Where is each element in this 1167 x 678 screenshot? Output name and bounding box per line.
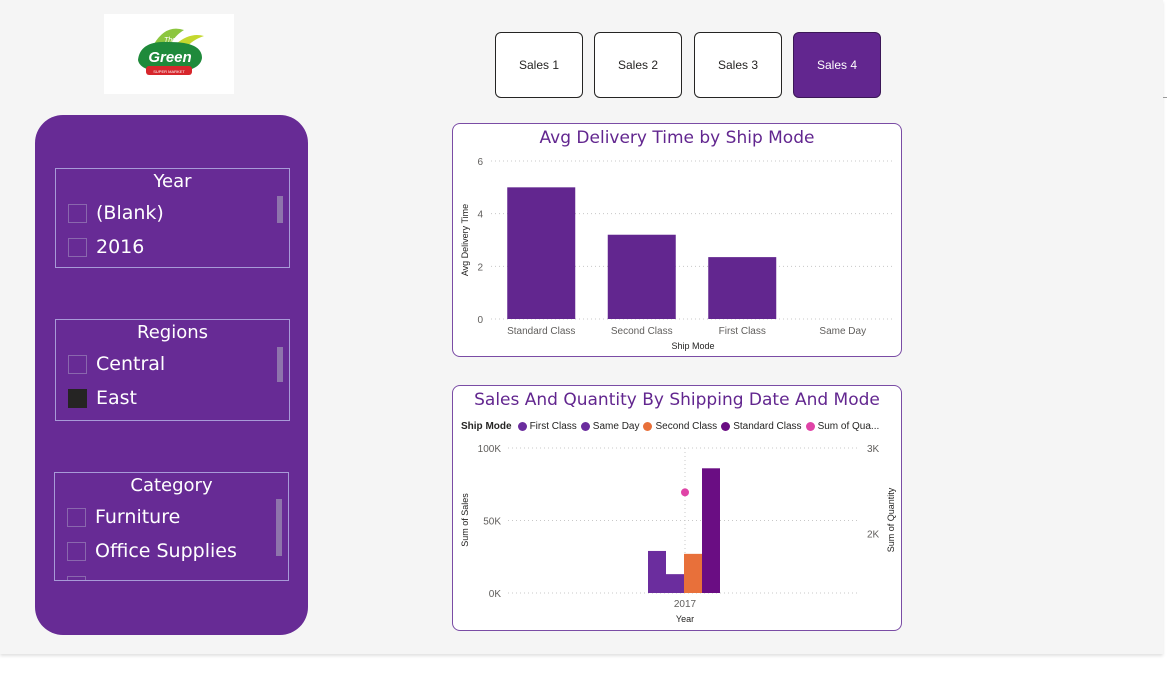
sales-quantity-chart: Sales And Quantity By Shipping Date And … — [452, 385, 902, 631]
option-label: 2016 — [96, 236, 145, 258]
y-tick-label: 2 — [477, 262, 483, 273]
category-option-partial[interactable] — [67, 572, 95, 580]
svg-text:The: The — [164, 37, 176, 44]
category-slicer: Category Furniture Office Supplies — [54, 472, 289, 581]
year-slicer-title: Year — [153, 171, 192, 192]
x-tick-label: Second Class — [611, 326, 673, 337]
bar-standard-class — [702, 468, 720, 593]
report-canvas: The Green SUPER MARKET Sales 1 Sales 2 S… — [35, 14, 1167, 635]
legend-title: Ship Mode — [461, 421, 512, 432]
legend-item-first-class[interactable]: First Class — [517, 421, 577, 432]
year-option-2016[interactable]: 2016 — [68, 234, 144, 260]
checkbox[interactable] — [67, 541, 86, 561]
legend-item-second-class[interactable]: Second Class — [643, 421, 717, 432]
legend-label: Second Class — [655, 421, 718, 432]
category-scrollbar[interactable] — [276, 499, 282, 556]
chart-title: Sales And Quantity By Shipping Date And … — [474, 390, 880, 410]
combo-chart: 0K 50K 100K 2K 3K 2017 Year Sum of Sales Sum of … — [460, 444, 896, 624]
y2-axis-label: Sum of Quantity — [886, 487, 896, 552]
checkbox[interactable] — [68, 237, 87, 257]
y-axis-label: Sum of Sales — [460, 493, 470, 547]
bar-second-class — [684, 553, 702, 593]
checkbox[interactable] — [68, 203, 87, 223]
avg-delivery-chart: Avg Delivery Time by Ship Mode 0 2 4 6 Stand… — [452, 123, 902, 357]
svg-text:Green: Green — [148, 49, 191, 66]
legend-item-same-day[interactable]: Same Day — [580, 421, 640, 432]
x-tick-label: Same Day — [819, 326, 866, 337]
y-tick-label: 0K — [489, 589, 502, 600]
region-option-central[interactable]: Central — [68, 351, 165, 377]
bar — [507, 187, 576, 319]
filter-panel: Year (Blank) 2016 Regions Central East — [35, 115, 308, 635]
legend-label: Sum of Qua... — [817, 421, 880, 432]
y-tick-label: 0 — [477, 315, 483, 326]
y-tick-label: 100K — [478, 444, 502, 455]
company-logo: The Green SUPER MARKET — [104, 14, 234, 94]
region-option-east[interactable]: East — [68, 385, 137, 411]
option-label: East — [96, 387, 137, 409]
x-tick-label: 2017 — [674, 599, 697, 610]
quantity-point — [681, 488, 689, 497]
nav-button-sales-4[interactable]: Sales 4 — [793, 32, 881, 98]
category-option-furniture[interactable]: Furniture — [67, 504, 180, 530]
legend-dot — [805, 422, 815, 431]
option-label: (Blank) — [96, 202, 164, 224]
year-slicer: Year (Blank) 2016 — [55, 168, 290, 268]
legend-item-standard-class[interactable]: Standard Class — [721, 421, 802, 432]
legend-dot — [517, 422, 527, 431]
nav-button-sales-3[interactable]: Sales 3 — [694, 32, 782, 98]
y2-tick-label: 2K — [867, 529, 880, 540]
legend-label: Standard Class — [733, 421, 802, 432]
bar — [708, 257, 777, 319]
checkbox[interactable] — [67, 575, 86, 580]
category-option-office-supplies[interactable]: Office Supplies — [67, 538, 237, 564]
y-tick-label: 4 — [477, 210, 483, 221]
regions-slicer: Regions Central East — [55, 319, 290, 421]
y2-tick-label: 3K — [867, 444, 880, 455]
nav-button-sales-1[interactable]: Sales 1 — [495, 32, 583, 98]
bar-first-class — [648, 550, 666, 593]
option-label: Office Supplies — [95, 540, 237, 562]
chart-title: Avg Delivery Time by Ship Mode — [539, 128, 815, 148]
page-divider — [1163, 97, 1167, 98]
y-tick-label: 6 — [477, 157, 483, 168]
bar-chart: 0 2 4 6 Standard Class Second Class First Clas… — [460, 157, 893, 351]
legend-dot — [643, 422, 653, 431]
legend-dot — [580, 422, 590, 431]
bar-same-day — [666, 574, 684, 593]
x-tick-label: First Class — [719, 326, 766, 337]
x-axis-label: Ship Mode — [671, 341, 714, 351]
checkbox[interactable] — [67, 507, 86, 527]
nav-button-sales-2[interactable]: Sales 2 — [594, 32, 682, 98]
bar — [607, 234, 676, 319]
option-label: Central — [96, 353, 166, 375]
legend-dot — [721, 422, 731, 431]
checkbox[interactable] — [68, 354, 87, 374]
regions-scrollbar[interactable] — [277, 347, 283, 382]
legend-item-sum-of-quantity[interactable]: Sum of Qua... — [805, 421, 880, 432]
x-tick-label: Standard Class — [507, 326, 575, 337]
legend-label: First Class — [529, 421, 577, 432]
y-axis-label: Avg Delivery Time — [460, 204, 470, 276]
category-slicer-title: Category — [130, 475, 213, 496]
chart-legend: Ship Mode First Class Same Day Second Cl… — [461, 421, 883, 432]
y-tick-label: 50K — [483, 517, 501, 528]
option-label: Furniture — [95, 506, 181, 528]
regions-slicer-title: Regions — [137, 322, 208, 343]
legend-label: Same Day — [592, 421, 640, 432]
year-scrollbar[interactable] — [277, 196, 283, 223]
svg-text:SUPER MARKET: SUPER MARKET — [153, 69, 185, 74]
year-option-blank[interactable]: (Blank) — [68, 200, 164, 226]
checkbox-checked[interactable] — [68, 388, 87, 408]
x-axis-label: Year — [676, 614, 694, 624]
